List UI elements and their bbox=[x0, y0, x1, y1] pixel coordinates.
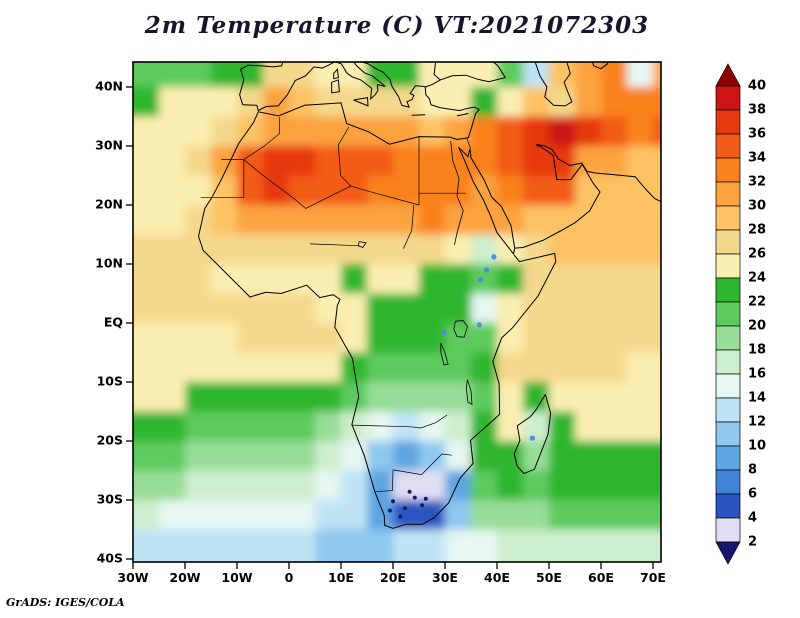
colorbar-box bbox=[715, 349, 741, 375]
lon-tick-label: 40E bbox=[484, 570, 510, 585]
country-borders-layer bbox=[200, 117, 471, 493]
colorbar-box bbox=[715, 181, 741, 207]
plot-title: 2m Temperature (C) VT:2021072303 bbox=[144, 12, 650, 39]
lon-tick-label: 70E bbox=[640, 570, 666, 585]
cold-pocket-dot bbox=[407, 489, 412, 494]
highland-cool-dot bbox=[441, 329, 447, 335]
lakes-layer bbox=[357, 241, 473, 406]
colorbar-tick-label: 24 bbox=[748, 271, 766, 286]
lat-tick-label: EQ bbox=[104, 315, 123, 330]
lon-tick-label: 60E bbox=[588, 570, 614, 585]
cold-pocket-dot bbox=[398, 514, 403, 519]
cold-pocket-dot bbox=[420, 503, 425, 508]
colorbar-box bbox=[715, 133, 741, 159]
colorbar: 40 38 36 34 32 30 28 26 24 22 20 18 16 14 12 10 8 6 4 2 bbox=[715, 63, 766, 565]
latitude-axis: 40N 30N 20N 10N EQ 10S 20S 30S 40S bbox=[95, 79, 133, 566]
colorbar-box bbox=[715, 469, 741, 495]
colorbar-tick-label: 36 bbox=[748, 127, 766, 142]
colorbar-box bbox=[715, 517, 741, 543]
colorbar-tick-label: 32 bbox=[748, 175, 766, 190]
lon-tick-label: 50E bbox=[536, 570, 562, 585]
highland-cool-dot bbox=[491, 254, 497, 260]
colorbar-box bbox=[715, 205, 741, 231]
lat-tick-label: 30S bbox=[97, 492, 123, 507]
lon-tick-label: 20W bbox=[169, 570, 200, 585]
highland-cool-dot bbox=[484, 267, 490, 273]
colorbar-top-arrow-icon bbox=[715, 63, 741, 87]
lat-tick-label: 10S bbox=[97, 374, 123, 389]
colorbar-box bbox=[715, 325, 741, 351]
colorbar-box bbox=[715, 397, 741, 423]
plot-frame bbox=[132, 61, 662, 563]
colorbar-box bbox=[715, 85, 741, 111]
colorbar-box bbox=[715, 109, 741, 135]
cold-pocket-dot bbox=[423, 496, 428, 501]
grads-credit: GrADS: IGES/COLA bbox=[6, 596, 125, 609]
colorbar-tick-label: 22 bbox=[748, 295, 766, 310]
colorbar-box bbox=[715, 445, 741, 471]
colorbar-tick-label: 12 bbox=[748, 415, 766, 430]
lon-tick-label: 30E bbox=[432, 570, 458, 585]
lat-tick-label: 20N bbox=[95, 197, 123, 212]
colorbar-tick-label: 8 bbox=[748, 463, 757, 478]
lon-tick-label: 30W bbox=[117, 570, 148, 585]
colorbar-box bbox=[715, 253, 741, 279]
lat-tick-label: 10N bbox=[95, 256, 123, 271]
colorbar-tick-label: 2 bbox=[748, 535, 757, 550]
colorbar-tick-label: 30 bbox=[748, 199, 766, 214]
colorbar-box bbox=[715, 157, 741, 183]
colorbar-box bbox=[715, 301, 741, 327]
colorbar-bottom-arrow-icon bbox=[715, 541, 741, 565]
cold-pocket-dot bbox=[391, 499, 395, 504]
heatmap-layer bbox=[133, 62, 661, 562]
colorbar-tick-label: 4 bbox=[748, 511, 757, 526]
lat-tick-label: 30N bbox=[95, 138, 123, 153]
cold-pocket-dot bbox=[387, 508, 392, 513]
highland-cool-dot bbox=[476, 322, 482, 328]
colorbar-box bbox=[715, 421, 741, 447]
geography-layer bbox=[197, 62, 661, 529]
highland-cool-dot bbox=[477, 277, 483, 283]
colorbar-tick-label: 40 bbox=[748, 79, 766, 94]
colorbar-tick-label: 28 bbox=[748, 223, 766, 238]
cold-pocket-dot bbox=[412, 495, 417, 500]
colorbar-tick-label: 18 bbox=[748, 343, 766, 358]
coastline-layer bbox=[197, 62, 661, 529]
colorbar-tick-label: 10 bbox=[748, 439, 766, 454]
colorbar-tick-label: 6 bbox=[748, 487, 757, 502]
lon-tick-label: 10W bbox=[221, 570, 252, 585]
longitude-axis: 30W 20W 10W 0 10E 20E 30E 40E 50E 60E 70E bbox=[117, 562, 666, 585]
lat-tick-label: 40S bbox=[97, 551, 123, 566]
lat-tick-label: 20S bbox=[97, 433, 123, 448]
colorbar-tick-label: 14 bbox=[748, 391, 766, 406]
cold-pocket-dot bbox=[403, 506, 407, 511]
lon-tick-label: 0 bbox=[285, 570, 294, 585]
lon-tick-label: 20E bbox=[380, 570, 406, 585]
highland-cool-dot bbox=[529, 435, 536, 441]
rivers-layer bbox=[450, 141, 464, 246]
lat-tick-label: 40N bbox=[95, 79, 123, 94]
colorbar-box bbox=[715, 493, 741, 519]
colorbar-tick-label: 26 bbox=[748, 247, 766, 262]
colorbar-tick-label: 38 bbox=[748, 103, 766, 118]
lon-tick-label: 10E bbox=[328, 570, 354, 585]
colorbar-tick-label: 16 bbox=[748, 367, 766, 382]
colorbar-tick-label: 20 bbox=[748, 319, 766, 334]
colorbar-box bbox=[715, 277, 741, 303]
colorbar-tick-label: 34 bbox=[748, 151, 766, 166]
colorbar-box bbox=[715, 229, 741, 255]
colorbar-box bbox=[715, 373, 741, 399]
